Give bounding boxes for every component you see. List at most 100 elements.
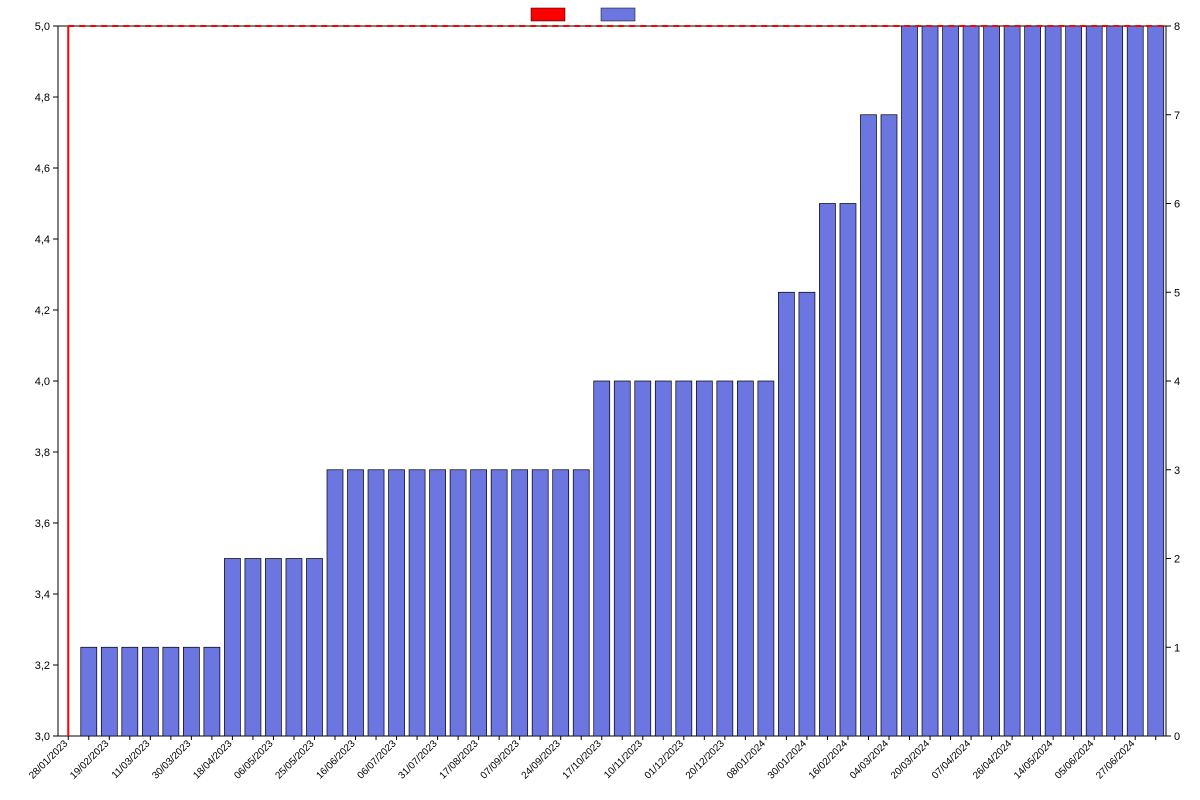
y-left-label: 4,2 [35, 305, 50, 317]
bar [368, 470, 384, 736]
bar [1004, 26, 1020, 736]
y-left-label: 3,8 [35, 447, 50, 459]
bar [389, 470, 405, 736]
bar [1045, 26, 1061, 736]
x-label: 01/12/2023 [643, 738, 686, 781]
bar [245, 559, 261, 737]
bar [306, 559, 322, 737]
bar [224, 559, 240, 737]
bar [409, 470, 425, 736]
legend-swatch [601, 8, 635, 21]
bar [922, 26, 938, 736]
y-left-label: 3,6 [35, 518, 50, 530]
y-left-label: 4,0 [35, 376, 50, 388]
x-label: 18/04/2023 [191, 738, 234, 781]
legend-swatch [531, 8, 565, 21]
bar [265, 559, 281, 737]
x-label: 11/03/2023 [110, 738, 153, 781]
x-label: 06/05/2023 [232, 738, 275, 781]
x-label: 25/05/2023 [273, 738, 316, 781]
bar [348, 470, 364, 736]
bar [984, 26, 1000, 736]
y-left-label: 4,4 [35, 234, 50, 246]
y-left-label: 3,0 [35, 731, 50, 743]
bar [122, 647, 138, 736]
x-label: 06/07/2023 [355, 738, 398, 781]
y-right-label: 6 [1174, 199, 1180, 211]
x-label: 30/01/2024 [766, 738, 809, 781]
bar [860, 115, 876, 736]
y-left-label: 5,0 [35, 21, 50, 33]
bar [881, 115, 897, 736]
x-label: 31/07/2023 [397, 738, 440, 781]
chart-container: 3,0 3,2 3,4 3,6 3,8 4,0 4,2 4,4 4,6 4,8 5,0 0 1 2 3 4 5 6… [0, 0, 1200, 800]
bar [1025, 26, 1041, 736]
bar [1086, 26, 1102, 736]
y-right-label: 4 [1174, 376, 1180, 388]
bar [1107, 26, 1123, 736]
y-right-label: 0 [1174, 731, 1180, 743]
bar [963, 26, 979, 736]
bar [101, 647, 117, 736]
bar [676, 381, 692, 736]
x-label: 16/02/2024 [807, 738, 850, 781]
bar [471, 470, 487, 736]
bar [450, 470, 466, 736]
bar [163, 647, 179, 736]
x-label: 10/11/2023 [602, 738, 645, 781]
y-right-label: 3 [1174, 465, 1180, 477]
bar [1148, 26, 1164, 736]
y-left-label: 3,2 [35, 660, 50, 672]
x-label: 28/01/2023 [27, 738, 70, 781]
bar [655, 381, 671, 736]
x-label: 05/06/2024 [1053, 738, 1096, 781]
bar [491, 470, 507, 736]
x-label: 17/08/2023 [438, 738, 481, 781]
bar [1127, 26, 1143, 736]
bar [1066, 26, 1082, 736]
bar [553, 470, 569, 736]
bar [594, 381, 610, 736]
bar [142, 647, 158, 736]
x-label: 16/06/2023 [314, 738, 357, 781]
y-left-label: 4,6 [35, 163, 50, 175]
bar [327, 470, 343, 736]
bar [758, 381, 774, 736]
x-label: 26/04/2024 [971, 738, 1014, 781]
x-label: 27/06/2024 [1094, 738, 1137, 781]
x-label: 04/03/2024 [848, 738, 891, 781]
y-right-label: 7 [1174, 110, 1180, 122]
x-label: 19/02/2023 [68, 738, 111, 781]
y-right-label: 1 [1174, 642, 1180, 654]
bar [737, 381, 753, 736]
x-label: 14/05/2024 [1012, 738, 1055, 781]
bar [819, 204, 835, 737]
x-label: 30/03/2023 [150, 738, 193, 781]
bar [286, 559, 302, 737]
y-right-label: 8 [1174, 21, 1180, 33]
x-label: 07/04/2024 [930, 738, 973, 781]
y-right-label: 2 [1174, 554, 1180, 566]
bar [512, 470, 528, 736]
bar [573, 470, 589, 736]
bar [943, 26, 959, 736]
bar [799, 292, 815, 736]
chart-svg: 3,0 3,2 3,4 3,6 3,8 4,0 4,2 4,4 4,6 4,8 5,0 0 1 2 3 4 5 6… [0, 0, 1200, 800]
bar [840, 204, 856, 737]
bar [635, 381, 651, 736]
bar [204, 647, 220, 736]
bar [902, 26, 918, 736]
y-left-label: 4,8 [35, 92, 50, 104]
bar [183, 647, 199, 736]
x-label: 08/01/2024 [725, 738, 768, 781]
bar [778, 292, 794, 736]
bar [696, 381, 712, 736]
x-label: 20/03/2024 [889, 738, 932, 781]
x-label: 07/09/2023 [479, 738, 522, 781]
y-right-label: 5 [1174, 287, 1180, 299]
y-left-label: 3,4 [35, 589, 50, 601]
x-label: 24/09/2023 [520, 738, 563, 781]
bar [430, 470, 446, 736]
bar [532, 470, 548, 736]
bar [717, 381, 733, 736]
